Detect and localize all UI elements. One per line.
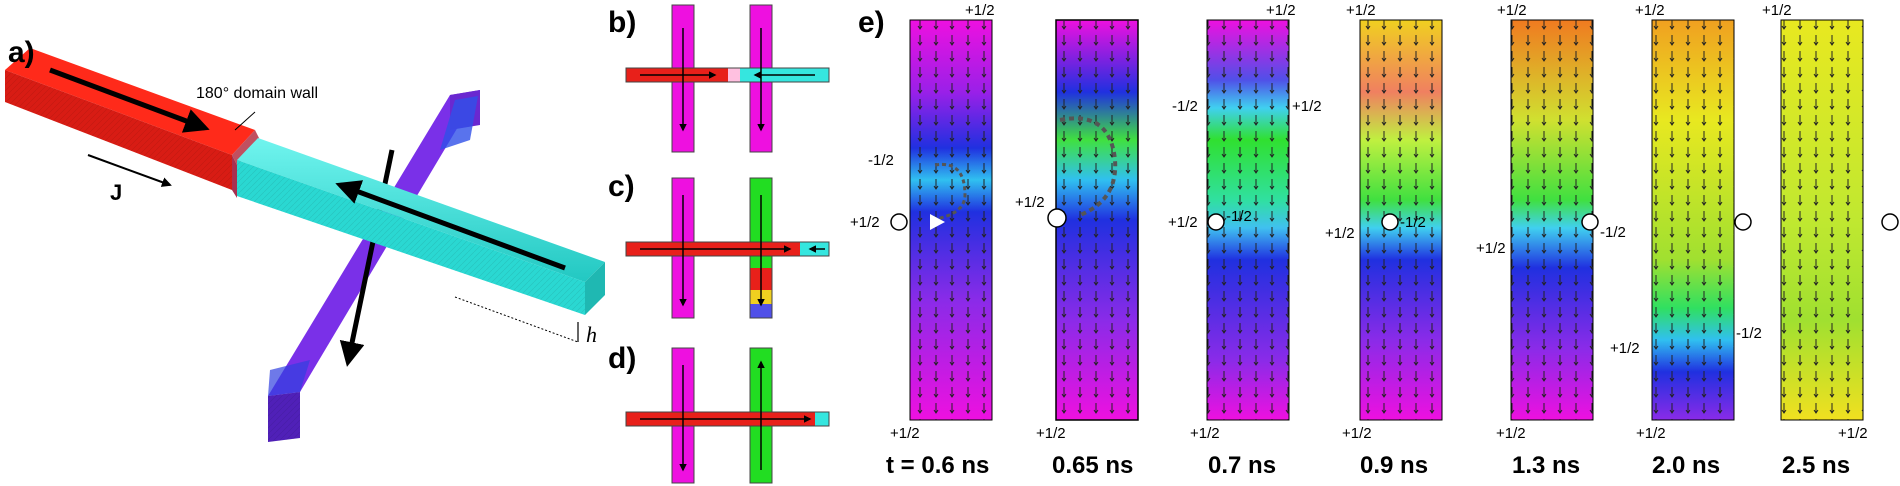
panel-c-letter: c)	[608, 170, 635, 203]
panel-c-illustration	[625, 177, 830, 319]
panel-a-letter: a)	[8, 36, 35, 69]
time-label-2: 0.65 ns	[1052, 452, 1134, 479]
time-label-7: 2.5 ns	[1782, 452, 1851, 479]
frame-6-bottom-label: +1/2	[1636, 425, 1666, 442]
frame-6-side-left-label: +1/2	[1610, 340, 1640, 357]
frame-5-side-right-label: -1/2	[1600, 224, 1626, 241]
panel-d-letter: d)	[608, 342, 637, 375]
time-label-4: 0.9 ns	[1360, 452, 1429, 479]
frame-3-mid-left-label: -1/2	[1172, 98, 1198, 115]
frame-6-top-label: +1/2	[1635, 2, 1665, 19]
panel-e-letter: e)	[858, 6, 885, 39]
frame-3-side-right-label: -1/2	[1226, 208, 1252, 225]
frame-3-bottom-label: +1/2	[1190, 425, 1220, 442]
frame-3-side-left-label: +1/2	[1168, 214, 1198, 231]
frame-1-mid-left-label: -1/2	[868, 152, 894, 169]
frame-2-side-left-label: +1/2	[1015, 194, 1045, 211]
panel-b-illustration	[625, 4, 830, 153]
frame-1-top-label: +1/2	[965, 2, 995, 19]
current-arrow	[87, 154, 172, 187]
frame-7-bottom-label: +1/2	[1838, 425, 1868, 442]
vortex-marker-3	[1207, 213, 1225, 231]
vortex-marker-4	[1381, 213, 1399, 231]
frame-4-side-left-label: +1/2	[1325, 225, 1355, 242]
frame-5-top-label: +1/2	[1497, 2, 1527, 19]
cyan-bar-top	[237, 138, 605, 282]
frame-5-bottom-label: +1/2	[1496, 425, 1526, 442]
height-dimension-line	[454, 296, 579, 343]
panel-a-illustration	[5, 48, 605, 442]
panel-b-letter: b)	[608, 6, 637, 39]
domain-wall-label: 180° domain wall	[196, 85, 319, 102]
frame-1-side-left-label: +1/2	[850, 214, 880, 231]
frame-1-bottom-label: +1/2	[890, 425, 920, 442]
frame-2-bottom-label: +1/2	[1036, 425, 1066, 442]
red-bar-arrow	[49, 67, 210, 133]
cyan-bar-arrow	[335, 180, 566, 271]
panel-e-frames	[890, 19, 1899, 421]
panel-d-illustration	[625, 347, 830, 484]
current-label: J	[110, 180, 123, 205]
height-label: h	[586, 322, 597, 347]
frame-3-top-label: +1/2	[1266, 2, 1296, 19]
time-label-3: 0.7 ns	[1208, 452, 1277, 479]
vortex-marker-5	[1581, 213, 1599, 231]
frame-6-side-right-label: -1/2	[1736, 325, 1762, 342]
frame-4-side-right-label: -1/2	[1400, 214, 1426, 231]
frame-3-mid-right-label: +1/2	[1292, 98, 1322, 115]
frame-5-side-left-label: +1/2	[1476, 240, 1506, 257]
time-label-6: 2.0 ns	[1652, 452, 1721, 479]
time-label-1: t = 0.6 ns	[886, 452, 990, 479]
frame-4-bottom-label: +1/2	[1342, 425, 1372, 442]
time-label-5: 1.3 ns	[1512, 452, 1581, 479]
frame-7-top-label: +1/2	[1762, 2, 1792, 19]
vortex-marker-1	[890, 213, 908, 231]
frame-4-top-label: +1/2	[1346, 2, 1376, 19]
vortex-marker-2	[1047, 208, 1067, 228]
vortex-marker-7	[1881, 213, 1899, 231]
vortex-marker-6	[1734, 213, 1752, 231]
